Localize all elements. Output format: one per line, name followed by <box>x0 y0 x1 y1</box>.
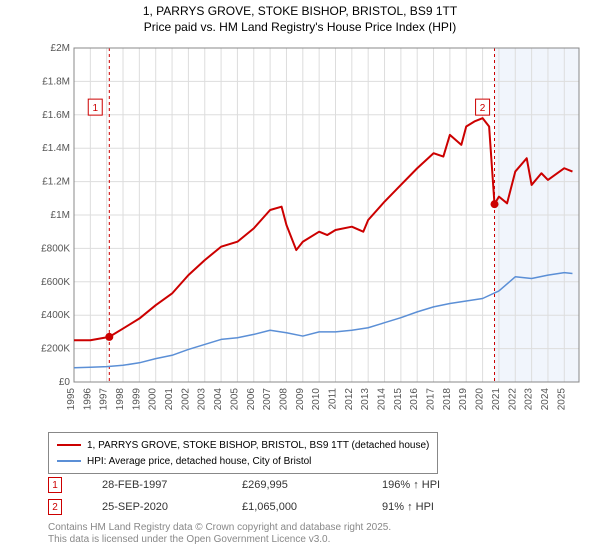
svg-text:2003: 2003 <box>197 388 208 411</box>
chart-container: 1, PARRYS GROVE, STOKE BISHOP, BRISTOL, … <box>0 0 600 560</box>
svg-text:2000: 2000 <box>148 388 159 411</box>
chart-svg: £0 £200K £400K £600K £800K £1M £1.2M £1.4M £1.6M… <box>40 42 585 422</box>
svg-text:£400K: £400K <box>41 310 70 321</box>
svg-text:2005: 2005 <box>229 388 240 411</box>
svg-text:£2M: £2M <box>51 43 70 54</box>
svg-text:£1.6M: £1.6M <box>42 110 70 121</box>
legend-row-1: HPI: Average price, detached house, City… <box>57 453 429 469</box>
svg-text:£1.4M: £1.4M <box>42 143 70 154</box>
svg-text:2023: 2023 <box>524 388 535 411</box>
title-line1: 1, PARRYS GROVE, STOKE BISHOP, BRISTOL, … <box>0 4 600 20</box>
sales-marker-1: 2 <box>48 499 62 515</box>
svg-text:2007: 2007 <box>262 388 273 411</box>
svg-text:1996: 1996 <box>82 388 93 411</box>
svg-text:2016: 2016 <box>409 388 420 411</box>
sales-price-0: £269,995 <box>242 479 342 491</box>
svg-text:£800K: £800K <box>41 243 70 254</box>
svg-text:£1M: £1M <box>51 210 70 221</box>
svg-text:1999: 1999 <box>131 388 142 411</box>
attribution-line2: This data is licensed under the Open Gov… <box>48 534 391 546</box>
svg-text:2008: 2008 <box>278 388 289 411</box>
svg-text:2011: 2011 <box>327 388 338 410</box>
svg-text:1995: 1995 <box>66 388 77 411</box>
svg-text:2014: 2014 <box>377 388 388 411</box>
sales-row-0: 1 28-FEB-1997 £269,995 196% ↑ HPI <box>48 474 482 496</box>
svg-text:2021: 2021 <box>491 388 502 411</box>
sales-date-0: 28-FEB-1997 <box>102 479 202 491</box>
svg-text:2018: 2018 <box>442 388 453 411</box>
sales-delta-0: 196% ↑ HPI <box>382 479 482 491</box>
svg-text:£600K: £600K <box>41 277 70 288</box>
legend-label-1: HPI: Average price, detached house, City… <box>87 456 311 467</box>
svg-text:2013: 2013 <box>360 388 371 411</box>
sales-marker-0: 1 <box>48 477 62 493</box>
legend-swatch-0 <box>57 444 81 446</box>
svg-text:2017: 2017 <box>426 388 437 411</box>
svg-text:2010: 2010 <box>311 388 322 411</box>
svg-text:2025: 2025 <box>556 388 567 411</box>
svg-text:2002: 2002 <box>180 388 191 411</box>
svg-text:£0: £0 <box>59 377 71 388</box>
svg-text:2004: 2004 <box>213 388 224 411</box>
svg-text:£1.2M: £1.2M <box>42 177 70 188</box>
svg-text:2020: 2020 <box>475 388 486 411</box>
svg-text:2015: 2015 <box>393 388 404 411</box>
sales-row-1: 2 25-SEP-2020 £1,065,000 91% ↑ HPI <box>48 496 482 518</box>
attribution: Contains HM Land Registry data © Crown c… <box>48 522 391 546</box>
title-block: 1, PARRYS GROVE, STOKE BISHOP, BRISTOL, … <box>0 0 600 35</box>
svg-text:2009: 2009 <box>295 388 306 411</box>
title-line2: Price paid vs. HM Land Registry's House … <box>0 20 600 36</box>
svg-text:2: 2 <box>480 103 486 114</box>
svg-text:2012: 2012 <box>344 388 355 411</box>
attribution-line1: Contains HM Land Registry data © Crown c… <box>48 522 391 534</box>
svg-text:£200K: £200K <box>41 344 70 355</box>
sales-table: 1 28-FEB-1997 £269,995 196% ↑ HPI 2 25-S… <box>48 474 482 518</box>
svg-text:1998: 1998 <box>115 388 126 411</box>
legend-row-0: 1, PARRYS GROVE, STOKE BISHOP, BRISTOL, … <box>57 437 429 453</box>
svg-text:1997: 1997 <box>99 388 110 411</box>
legend-label-0: 1, PARRYS GROVE, STOKE BISHOP, BRISTOL, … <box>87 440 429 451</box>
legend-swatch-1 <box>57 460 81 462</box>
svg-text:1: 1 <box>92 103 98 114</box>
legend: 1, PARRYS GROVE, STOKE BISHOP, BRISTOL, … <box>48 432 438 474</box>
sales-price-1: £1,065,000 <box>242 501 342 513</box>
svg-text:2001: 2001 <box>164 388 175 411</box>
sales-date-1: 25-SEP-2020 <box>102 501 202 513</box>
svg-text:2024: 2024 <box>540 388 551 411</box>
sales-delta-1: 91% ↑ HPI <box>382 501 482 513</box>
svg-text:2022: 2022 <box>507 388 518 411</box>
svg-text:£1.8M: £1.8M <box>42 76 70 87</box>
svg-text:2019: 2019 <box>458 388 469 411</box>
svg-text:2006: 2006 <box>246 388 257 411</box>
